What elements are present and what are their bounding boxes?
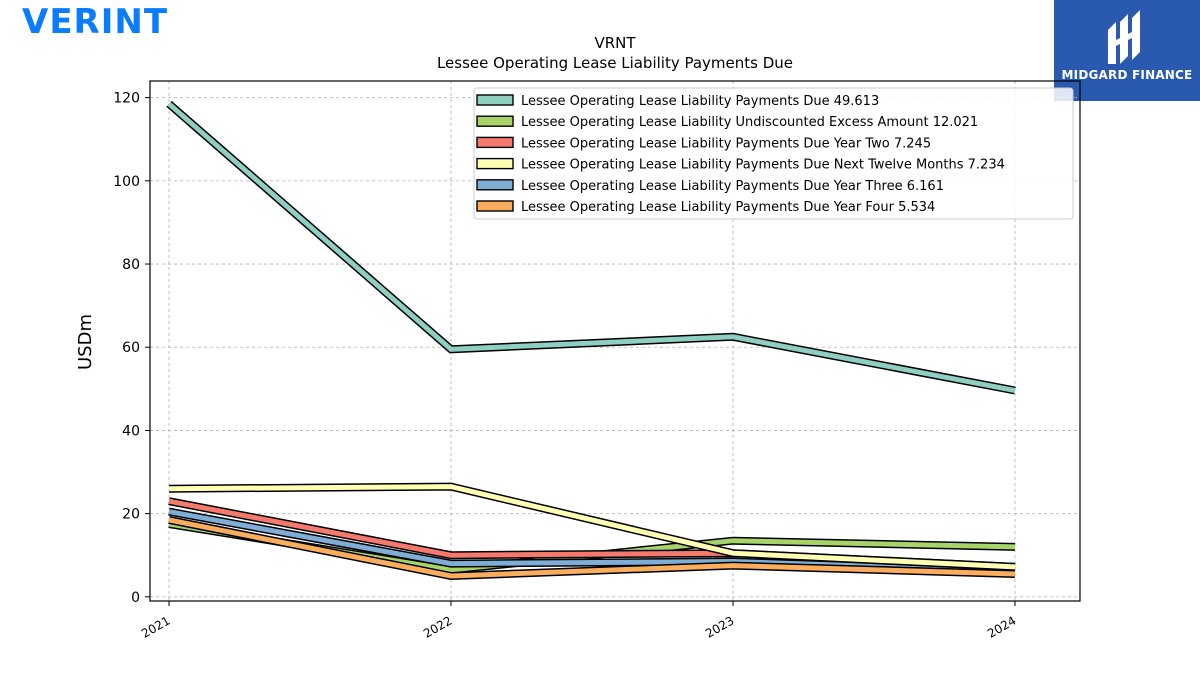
midgard-finance-logo: MIDGARD FINANCE bbox=[1054, 0, 1200, 101]
y-tick-label: 120 bbox=[113, 91, 140, 107]
series-line-fill bbox=[168, 484, 1016, 570]
y-tick-label: 80 bbox=[122, 257, 140, 273]
legend-entry-label: Lessee Operating Lease Liability Payment… bbox=[521, 158, 1005, 173]
series-line-4 bbox=[168, 482, 1016, 571]
legend-entry-label: Lessee Operating Lease Liability Payment… bbox=[521, 94, 879, 109]
series-line-fill bbox=[168, 517, 1016, 579]
y-tick-label: 20 bbox=[122, 507, 140, 523]
plot-frame bbox=[149, 80, 1081, 602]
legend-box bbox=[473, 87, 1074, 220]
x-tick-label: 2024 bbox=[985, 613, 1018, 640]
legend-swatch bbox=[476, 157, 514, 170]
legend-swatch bbox=[476, 200, 514, 212]
y-tick-label: 60 bbox=[122, 340, 140, 356]
y-tick-label: 100 bbox=[113, 174, 140, 190]
legend-swatch bbox=[476, 136, 514, 149]
series-line-fill bbox=[167, 102, 1016, 393]
legend-entry-label: Lessee Operating Lease Liability Payment… bbox=[521, 179, 944, 194]
y-tick-label: 0 bbox=[131, 590, 140, 606]
series-line-6 bbox=[168, 515, 1016, 581]
x-tick-label: 2022 bbox=[421, 613, 454, 640]
y-tick-label: 40 bbox=[122, 423, 140, 439]
x-tick-label: 2021 bbox=[139, 613, 172, 640]
chart-subtitle: Lessee Operating Lease Liability Payment… bbox=[437, 54, 793, 72]
midgard-finance-wordmark: MIDGARD FINANCE bbox=[1061, 68, 1193, 82]
chart-title: VRNT bbox=[594, 34, 636, 52]
verint-logo: VERINT bbox=[22, 2, 169, 42]
y-axis-label: USDm bbox=[75, 314, 96, 370]
midgard-monogram-icon bbox=[1108, 10, 1140, 64]
legend-entry-label: Lessee Operating Lease Liability Undisco… bbox=[521, 115, 978, 130]
legend-swatch bbox=[476, 94, 514, 106]
legend-entry-label: Lessee Operating Lease Liability Payment… bbox=[521, 200, 935, 215]
legend-swatch bbox=[476, 179, 514, 191]
series-line-1 bbox=[166, 100, 1016, 395]
legend-swatch bbox=[476, 115, 514, 127]
legend-entry-label: Lessee Operating Lease Liability Payment… bbox=[521, 136, 931, 151]
x-tick-label: 2023 bbox=[703, 613, 736, 640]
